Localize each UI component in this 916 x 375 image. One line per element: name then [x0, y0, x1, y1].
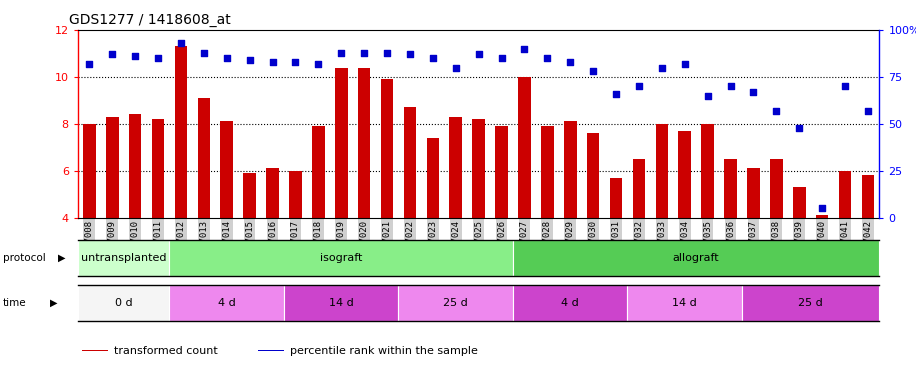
Bar: [106, 117, 118, 218]
Bar: [747, 168, 759, 217]
Point: [242, 57, 256, 63]
Point: [219, 55, 234, 61]
Point: [173, 40, 189, 46]
Bar: [289, 171, 301, 217]
Point: [678, 61, 692, 67]
Point: [150, 55, 165, 61]
Text: isograft: isograft: [320, 253, 363, 263]
Bar: [473, 119, 485, 218]
Text: ▶: ▶: [58, 253, 65, 262]
Bar: [78, 240, 169, 276]
Point: [654, 64, 669, 70]
Bar: [381, 79, 393, 218]
Bar: [358, 68, 370, 218]
Bar: [267, 168, 278, 217]
Bar: [198, 98, 210, 218]
Bar: [656, 124, 668, 218]
Point: [379, 50, 394, 55]
Bar: [496, 126, 507, 218]
Point: [471, 51, 485, 57]
Point: [82, 61, 97, 67]
Bar: [398, 285, 513, 321]
Bar: [221, 122, 233, 218]
Text: 0 d: 0 d: [114, 298, 133, 308]
Point: [860, 108, 875, 114]
Bar: [513, 285, 627, 321]
Bar: [335, 68, 347, 218]
Bar: [258, 350, 284, 351]
Bar: [513, 240, 879, 276]
Text: time: time: [3, 298, 27, 307]
Point: [196, 50, 211, 55]
Bar: [633, 159, 645, 218]
Bar: [564, 122, 576, 218]
Bar: [770, 159, 782, 218]
Point: [540, 55, 554, 61]
Bar: [78, 285, 169, 321]
Bar: [244, 173, 256, 217]
Text: 14 d: 14 d: [329, 298, 354, 308]
Bar: [518, 77, 530, 218]
Text: 14 d: 14 d: [672, 298, 697, 308]
Bar: [862, 176, 874, 217]
Bar: [793, 187, 805, 218]
Bar: [404, 107, 416, 218]
Bar: [152, 119, 164, 218]
Bar: [83, 124, 95, 218]
Bar: [742, 285, 879, 321]
Text: GDS1277 / 1418608_at: GDS1277 / 1418608_at: [69, 13, 231, 27]
Text: ▶: ▶: [50, 298, 58, 307]
Bar: [312, 126, 324, 218]
Point: [769, 108, 783, 114]
Bar: [679, 131, 691, 218]
Point: [356, 50, 371, 55]
Text: percentile rank within the sample: percentile rank within the sample: [290, 346, 478, 355]
Point: [425, 55, 440, 61]
Point: [402, 51, 417, 57]
Point: [791, 124, 806, 130]
Text: 25 d: 25 d: [443, 298, 468, 308]
Point: [128, 53, 143, 59]
Bar: [610, 178, 622, 218]
Bar: [816, 215, 828, 217]
Point: [495, 55, 509, 61]
Bar: [129, 114, 141, 218]
Text: protocol: protocol: [3, 253, 46, 262]
Point: [585, 68, 600, 74]
Point: [448, 64, 463, 70]
Point: [608, 91, 623, 97]
Point: [724, 83, 738, 89]
Text: untransplanted: untransplanted: [81, 253, 167, 263]
Point: [562, 59, 578, 65]
Bar: [541, 126, 553, 218]
Bar: [702, 124, 714, 218]
Point: [104, 51, 119, 57]
Bar: [427, 138, 439, 218]
Text: 25 d: 25 d: [798, 298, 823, 308]
Bar: [284, 285, 398, 321]
Bar: [725, 159, 736, 218]
Bar: [587, 133, 599, 218]
Text: allograft: allograft: [673, 253, 719, 263]
Point: [837, 83, 852, 89]
Point: [288, 59, 302, 65]
Point: [700, 93, 714, 99]
Point: [311, 61, 326, 67]
Point: [333, 50, 348, 55]
Bar: [450, 117, 462, 218]
Bar: [82, 350, 108, 351]
Bar: [169, 285, 284, 321]
Point: [631, 83, 646, 89]
Text: 4 d: 4 d: [218, 298, 235, 308]
Bar: [839, 171, 851, 217]
Point: [814, 205, 829, 211]
Bar: [169, 240, 513, 276]
Bar: [627, 285, 742, 321]
Point: [746, 89, 760, 95]
Point: [517, 46, 531, 52]
Point: [266, 59, 280, 65]
Text: transformed count: transformed count: [114, 346, 217, 355]
Bar: [175, 46, 187, 217]
Text: 4 d: 4 d: [562, 298, 579, 308]
